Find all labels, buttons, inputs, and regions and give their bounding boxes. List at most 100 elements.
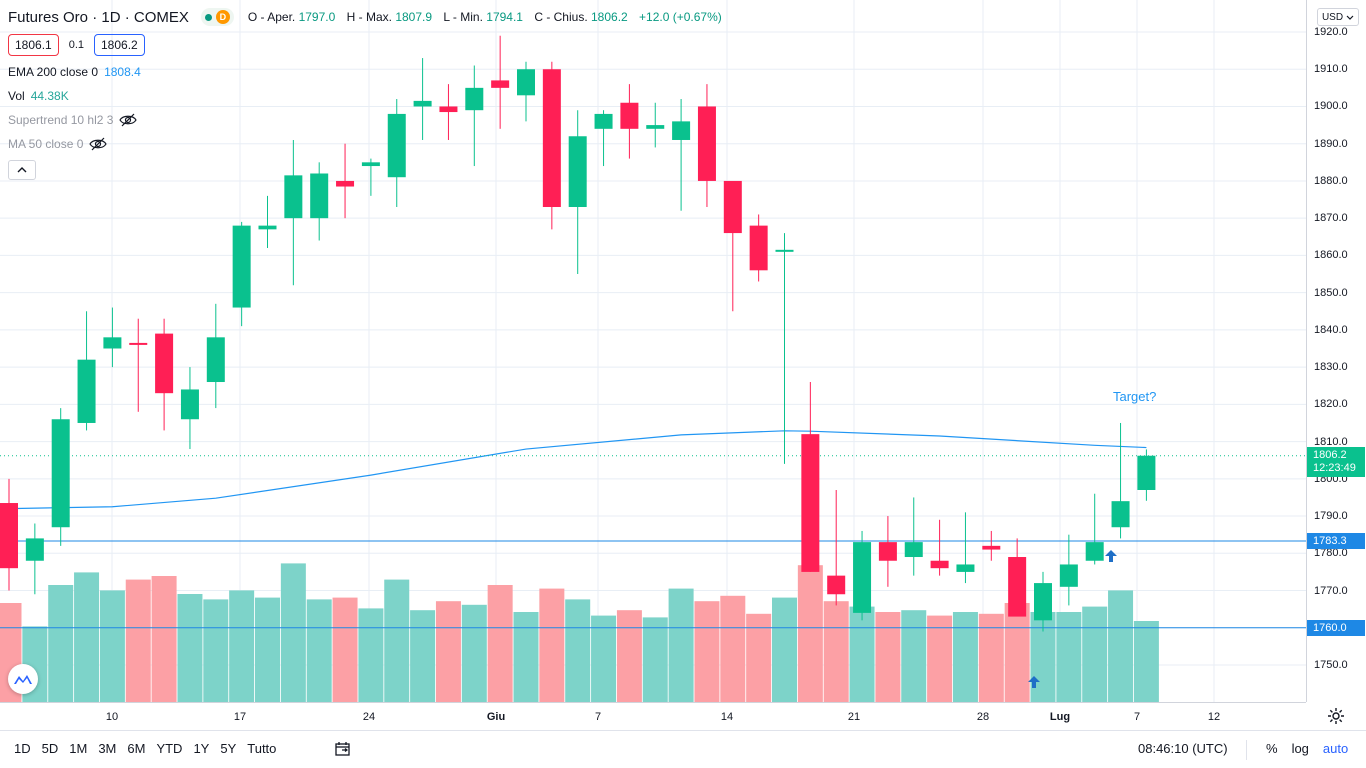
time-tick-label: 7 [1133,711,1141,723]
auto-scale-toggle[interactable]: auto [1322,741,1349,756]
indicator-supertrend[interactable]: Supertrend 10 hl2 3 [8,108,730,132]
horizontal-line-label[interactable]: 1783.3 [1307,533,1365,549]
time-tick-label: Lug [1049,711,1071,723]
percent-scale-toggle[interactable]: % [1266,741,1278,756]
candle-up [568,136,587,208]
range-1d[interactable]: 1D [14,741,31,756]
go-to-date-icon[interactable] [334,740,352,758]
candle-up [310,173,329,219]
time-tick-label: 10 [105,711,119,723]
horizontal-line-label[interactable]: 1760.0 [1307,619,1365,636]
indicator-volume[interactable]: Vol 44.38K [8,84,730,108]
volume-bar [1108,590,1134,702]
price-chart[interactable] [0,0,1306,702]
indicator-label: EMA 200 close 0 [8,65,99,79]
ema-200-line [8,430,1147,510]
volume-bar [539,588,565,702]
candle-up [1085,542,1104,561]
volume-bar [1004,603,1030,702]
candle-up [853,542,872,613]
candle-down [542,69,561,208]
volume-bar [746,613,772,702]
candle-up [51,419,70,528]
candle-up [1034,583,1052,621]
price-tick-label: 1870.0 [1314,212,1348,225]
volume-bar [927,615,953,702]
volume-bar [694,601,720,702]
candle-up [77,359,96,423]
change-value: +12.0 (+0.67%) [639,10,722,24]
volume-bar [591,615,617,702]
candle-up [1111,501,1130,528]
indicator-value: 44.38K [30,89,69,103]
candle-up [232,225,251,308]
range-5d[interactable]: 5D [41,741,59,756]
indicator-ma[interactable]: MA 50 close 0 [8,132,730,156]
volume-bar [410,610,436,702]
buy-price-box[interactable]: 1806.2 [94,34,145,56]
time-tick-label: 7 [594,711,602,723]
volume-bar [151,576,177,702]
low-label: L - Min. [443,10,483,24]
volume-bar [875,612,901,702]
time-tick-label: 28 [976,711,990,723]
time-axis[interactable]: 10 17 24 Giu 7 14 21 28 Lug 7 12 [0,702,1306,730]
candle-up [646,125,665,129]
candle-down [723,180,742,234]
market-status[interactable]: D [200,8,234,26]
scale-options: % log auto [1266,741,1348,756]
range-5y[interactable]: 5Y [220,741,237,756]
price-tick-label: 1900.0 [1314,100,1348,113]
chevron-up-icon [17,167,27,173]
logo-icon [14,675,32,684]
volume-bar [99,590,125,702]
candle-up [517,69,535,96]
range-1m[interactable]: 1M [69,741,88,756]
volume-bar [384,579,410,702]
hidden-eye-icon[interactable] [89,137,108,151]
target-annotation[interactable]: Target? [1113,389,1157,404]
range-ytd[interactable]: YTD [156,741,183,756]
indicator-ema[interactable]: EMA 200 close 0 1808.4 [8,60,730,84]
volume-bar [358,608,384,702]
collapse-legend-button[interactable] [8,160,36,180]
hidden-eye-icon[interactable] [119,113,138,127]
candle-up [672,121,691,140]
price-tick-label: 1850.0 [1314,286,1348,299]
time-tick-label: Giu [486,711,506,723]
candle-down [878,542,897,561]
utc-clock[interactable]: 08:46:10 (UTC) [1138,741,1228,756]
price-tick-label: 1750.0 [1314,659,1348,671]
candle-down [982,545,1001,550]
symbol-title[interactable]: Futures Oro · 1D · COMEX [8,8,189,26]
candle-down [491,80,510,88]
volume-bar [306,599,332,702]
time-tick-label: 12 [1207,711,1221,723]
tradingview-logo[interactable] [8,664,38,694]
date-range-buttons: 1D 5D 1M 3M 6M YTD 1Y 5Y Tutto [14,741,276,756]
range-all[interactable]: Tutto [247,741,277,756]
chart-settings-icon[interactable] [1326,706,1346,726]
price-tick-label: 1860.0 [1314,249,1348,262]
up-arrow-icon [1028,676,1040,688]
chart-plot-area[interactable] [0,0,1306,702]
volume-bar [1082,606,1108,702]
currency-selector[interactable]: USD [1317,8,1359,26]
volume-bar [48,585,74,702]
range-3m[interactable]: 3M [98,741,117,756]
candle-down [697,106,716,181]
time-tick-label: 14 [720,711,734,723]
candle-down [155,333,174,394]
log-scale-toggle[interactable]: log [1291,741,1309,756]
price-tick-label: 1780.0 [1314,547,1348,560]
volume-bar [177,594,203,702]
candle-up [904,542,923,558]
sell-price-box[interactable]: 1806.1 [8,34,59,56]
price-axis[interactable]: USD 1920.0 1910.0 1900.0 1890.0 1880.0 1870.0… [1306,0,1366,702]
range-6m[interactable]: 6M [127,741,146,756]
time-tick-label: 21 [847,711,861,723]
candle-up [284,175,303,219]
range-1y[interactable]: 1Y [193,741,210,756]
volume-bar [720,595,746,702]
